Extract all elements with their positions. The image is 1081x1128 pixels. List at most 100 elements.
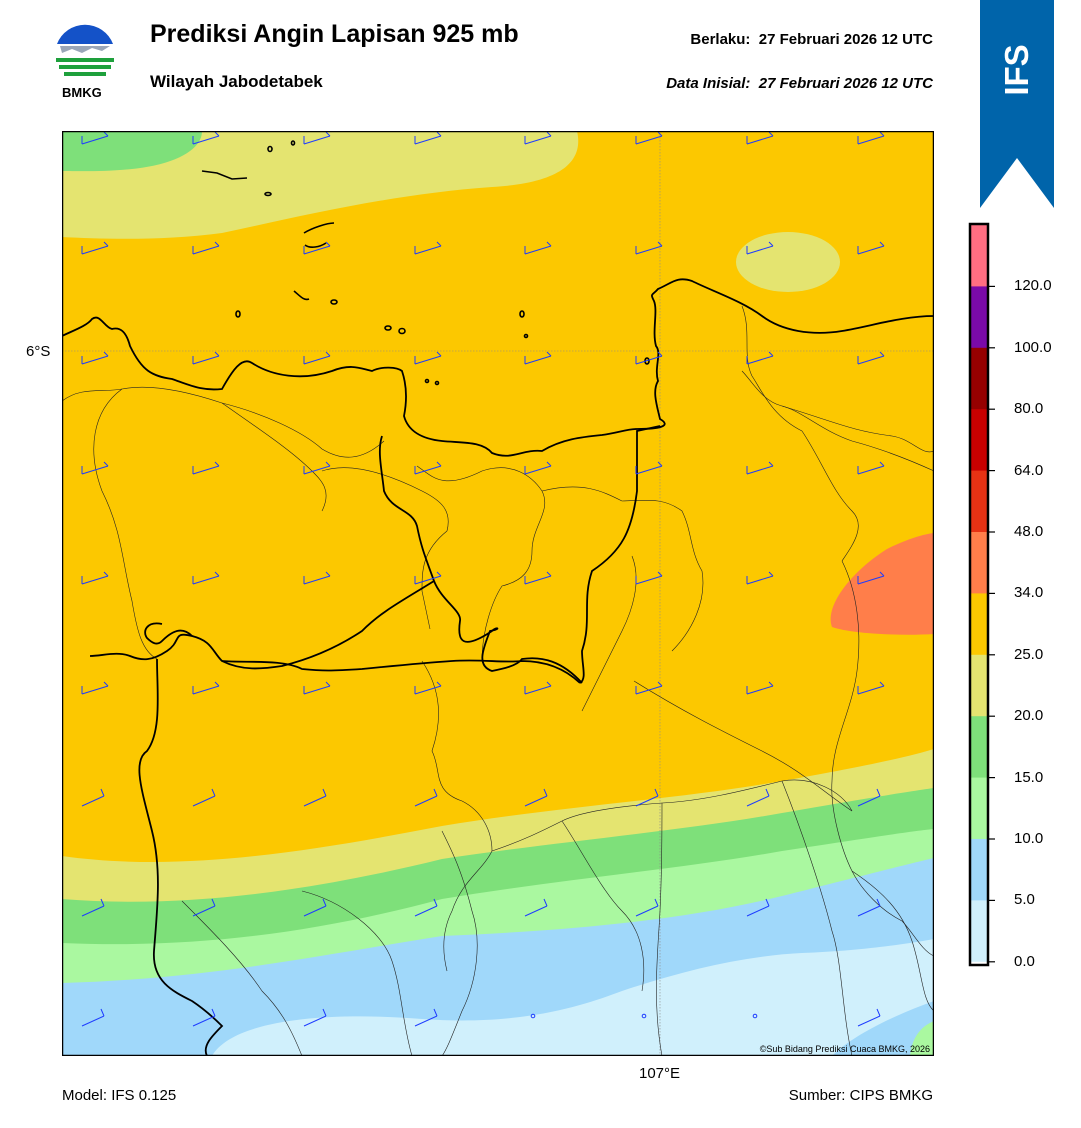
wind-barb: [635, 788, 659, 807]
colorbar-segment: [971, 716, 988, 779]
wind-barb: [81, 241, 109, 255]
colorbar-label: 25.0: [1014, 645, 1044, 663]
wind-barb: [192, 241, 220, 255]
wind-barb: [303, 241, 331, 255]
colorbar-label: 34.0: [1014, 584, 1044, 602]
wind-barb: [303, 351, 331, 365]
colorbar-segment: [971, 347, 988, 410]
wind-barb: [524, 351, 552, 365]
wind-barb: [81, 461, 109, 475]
wind-barb: [192, 681, 220, 695]
wind-barb-calm: [752, 1013, 758, 1019]
colorbar-label: 100.0: [1014, 338, 1052, 356]
wind-barb: [635, 241, 663, 255]
colorbar-segment: [971, 225, 988, 287]
source-label: Sumber: CIPS BMKG: [788, 1087, 933, 1104]
init-time: Data Inisial: 27 Februari 2026 12 UTC: [666, 75, 933, 92]
colorbar-segment: [971, 593, 988, 656]
wind-barb: [303, 571, 331, 585]
wind-barb: [746, 241, 774, 255]
map-credit: ©Sub Bidang Prediksi Cuaca BMKG, 2026: [760, 1044, 930, 1054]
wind-barb: [857, 241, 885, 255]
wind-barb: [746, 571, 774, 585]
wind-barb-calm: [641, 1013, 647, 1019]
wind-barb: [746, 898, 770, 917]
map-subtitle: Wilayah Jabodetabek: [150, 72, 323, 91]
wind-barb: [746, 681, 774, 695]
map-title: Prediksi Angin Lapisan 925 mb: [150, 20, 519, 48]
colorbar: [968, 222, 995, 968]
wind-barb: [857, 898, 881, 917]
wind-barb: [746, 788, 770, 807]
wind-barb: [635, 461, 663, 475]
wind-barb: [303, 1008, 327, 1027]
wind-barb: [857, 351, 885, 365]
wind-barb-calm: [530, 1013, 536, 1019]
wind-barb: [303, 131, 331, 145]
islands: [201, 140, 650, 386]
coastline: [62, 278, 934, 1056]
wind-speed-layer-15-20-corner: [910, 1021, 934, 1056]
colorbar-label: 0.0: [1014, 952, 1035, 970]
model-label: Model: IFS 0.125: [62, 1087, 177, 1104]
wind-barb: [81, 681, 109, 695]
wind-barb: [635, 351, 663, 365]
wind-barb: [414, 571, 442, 585]
colorbar-label: 64.0: [1014, 461, 1044, 479]
colorbar-label: 80.0: [1014, 400, 1044, 418]
colorbar-segment: [971, 654, 988, 717]
wind-speed-layer-20-25-top: [62, 131, 579, 239]
wind-barb: [81, 351, 109, 365]
bmkg-logo: [55, 23, 115, 83]
wind-barb: [524, 681, 552, 695]
wind-barbs: [81, 131, 885, 1027]
wind-barb: [303, 681, 331, 695]
wind-speed-layer-15-20-top: [62, 131, 202, 172]
wind-barb: [857, 788, 881, 807]
wind-barb: [635, 681, 663, 695]
wind-barb: [81, 788, 105, 807]
colorbar-segment: [971, 900, 988, 963]
wind-barb: [524, 131, 552, 145]
colorbar-label: 20.0: [1014, 707, 1044, 725]
wind-barb: [81, 131, 109, 145]
wind-barb: [857, 131, 885, 145]
wind-barb: [192, 131, 220, 145]
wind-barb: [414, 131, 442, 145]
wind-barb: [857, 681, 885, 695]
wind-barb: [192, 898, 216, 917]
wind-speed-layer-0-5: [212, 939, 934, 1056]
wind-barb: [303, 461, 331, 475]
colorbar-segment: [971, 777, 988, 840]
wind-barb: [192, 571, 220, 585]
latitude-label-6s: 6°S: [26, 343, 51, 360]
wind-barb: [81, 571, 109, 585]
wind-barb: [524, 571, 552, 585]
wind-map: ©Sub Bidang Prediksi Cuaca BMKG, 2026: [62, 131, 934, 1056]
wind-barb: [524, 898, 548, 917]
colorbar-label: 120.0: [1014, 277, 1052, 295]
regency-boundaries: [62, 305, 934, 1056]
wind-barb: [524, 241, 552, 255]
wind-barb: [192, 788, 216, 807]
wind-barb: [192, 1008, 216, 1027]
wind-barb: [635, 131, 663, 145]
wind-barb: [192, 351, 220, 365]
wind-barb: [414, 241, 442, 255]
wind-barb: [414, 898, 438, 917]
colorbar-segment: [971, 286, 988, 349]
wind-barb: [414, 681, 442, 695]
wind-barb: [81, 1008, 105, 1027]
wind-speed-patch-20-25: [736, 232, 840, 292]
longitude-label-107e: 107°E: [639, 1065, 681, 1082]
colorbar-label: 15.0: [1014, 768, 1044, 786]
wind-barb: [635, 898, 659, 917]
wind-barb: [414, 461, 442, 475]
wind-barb: [81, 898, 105, 917]
logo-text: BMKG: [62, 85, 102, 100]
wind-barb: [746, 461, 774, 475]
valid-time: Berlaku: 27 Februari 2026 12 UTC: [690, 31, 933, 48]
colorbar-label: 10.0: [1014, 830, 1044, 847]
wind-barb: [192, 461, 220, 475]
ribbon-text: IFS: [998, 44, 1035, 95]
